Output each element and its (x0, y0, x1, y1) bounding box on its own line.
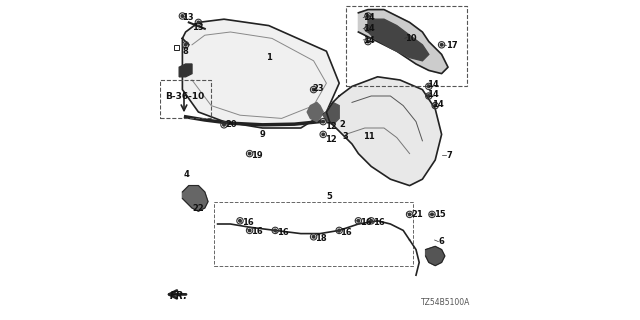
Text: 17: 17 (447, 41, 458, 50)
Polygon shape (323, 102, 339, 125)
Text: 9: 9 (259, 130, 265, 139)
Circle shape (274, 229, 276, 232)
Text: 14: 14 (364, 24, 375, 33)
Text: FR.: FR. (170, 291, 188, 301)
Circle shape (239, 220, 241, 222)
Text: 14: 14 (432, 100, 444, 108)
Circle shape (312, 88, 315, 91)
Circle shape (367, 15, 369, 17)
Polygon shape (182, 186, 208, 211)
Circle shape (322, 120, 324, 123)
Polygon shape (307, 102, 323, 122)
Circle shape (338, 229, 340, 232)
Text: 22: 22 (192, 204, 204, 212)
Text: 14: 14 (428, 80, 439, 89)
Circle shape (181, 15, 184, 17)
Text: 13: 13 (192, 23, 204, 32)
Circle shape (434, 104, 436, 107)
Circle shape (408, 213, 411, 216)
Text: 6: 6 (438, 237, 444, 246)
Circle shape (312, 236, 315, 238)
Text: 16: 16 (242, 218, 253, 227)
Polygon shape (426, 246, 445, 266)
Text: 21: 21 (412, 210, 423, 219)
Polygon shape (368, 19, 429, 61)
Circle shape (431, 213, 433, 216)
Text: 16: 16 (251, 228, 263, 236)
Text: 8: 8 (182, 47, 188, 56)
Text: 14: 14 (364, 36, 375, 44)
Circle shape (223, 124, 225, 126)
Circle shape (197, 21, 200, 24)
Text: 23: 23 (312, 84, 324, 92)
Circle shape (357, 220, 360, 222)
Text: 1: 1 (266, 53, 271, 62)
Text: 2: 2 (339, 120, 345, 129)
Text: 12: 12 (325, 122, 337, 131)
Text: 5: 5 (326, 192, 332, 201)
Circle shape (370, 220, 372, 222)
Text: 12: 12 (325, 135, 337, 144)
Circle shape (367, 28, 369, 30)
Text: 20: 20 (226, 120, 237, 129)
Polygon shape (358, 10, 448, 74)
Text: 7: 7 (447, 151, 452, 160)
Text: 10: 10 (405, 34, 417, 43)
Circle shape (248, 229, 251, 232)
Text: 4: 4 (184, 170, 190, 179)
Polygon shape (182, 19, 339, 128)
Text: 16: 16 (372, 218, 385, 227)
Text: TZ54B5100A: TZ54B5100A (421, 298, 470, 307)
Circle shape (440, 44, 443, 46)
Text: 16: 16 (277, 228, 289, 237)
Circle shape (322, 133, 324, 136)
Text: 11: 11 (364, 132, 375, 140)
Text: 3: 3 (342, 132, 348, 140)
Text: B-36-10: B-36-10 (165, 92, 204, 100)
Text: 14: 14 (364, 13, 375, 22)
Polygon shape (326, 77, 442, 186)
Polygon shape (179, 64, 192, 77)
Text: 16: 16 (340, 228, 351, 237)
Text: 14: 14 (428, 90, 439, 99)
Text: 18: 18 (315, 234, 327, 243)
Circle shape (428, 85, 430, 88)
Circle shape (428, 95, 430, 97)
Text: 19: 19 (251, 151, 263, 160)
Text: 15: 15 (434, 210, 445, 219)
Text: 13: 13 (182, 13, 194, 22)
Circle shape (184, 44, 187, 46)
Circle shape (367, 40, 369, 43)
Text: 16: 16 (360, 218, 372, 227)
Circle shape (248, 152, 251, 155)
